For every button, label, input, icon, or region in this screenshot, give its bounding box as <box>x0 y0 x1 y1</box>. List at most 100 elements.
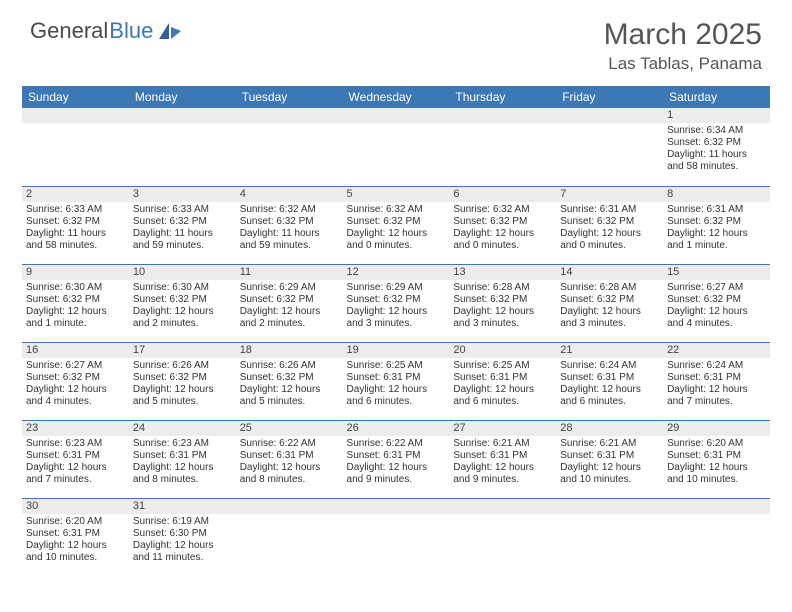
cell-body: Sunrise: 6:21 AMSunset: 6:31 PMDaylight:… <box>449 436 556 489</box>
daylight-line: Daylight: 12 hours and 9 minutes. <box>453 462 552 486</box>
sunset-line: Sunset: 6:32 PM <box>560 216 659 228</box>
cell-body: Sunrise: 6:30 AMSunset: 6:32 PMDaylight:… <box>22 280 129 333</box>
cell-body <box>449 514 556 574</box>
calendar-head: SundayMondayTuesdayWednesdayThursdayFrid… <box>22 86 770 108</box>
cell-body: Sunrise: 6:25 AMSunset: 6:31 PMDaylight:… <box>449 358 556 411</box>
calendar-cell <box>449 108 556 186</box>
calendar-cell <box>556 108 663 186</box>
calendar-cell: 19Sunrise: 6:25 AMSunset: 6:31 PMDayligh… <box>343 342 450 420</box>
sunset-line: Sunset: 6:32 PM <box>26 294 125 306</box>
calendar-cell <box>343 498 450 576</box>
sunrise-line: Sunrise: 6:19 AM <box>133 516 232 528</box>
sunset-line: Sunset: 6:32 PM <box>240 216 339 228</box>
cell-body: Sunrise: 6:29 AMSunset: 6:32 PMDaylight:… <box>343 280 450 333</box>
cell-body: Sunrise: 6:27 AMSunset: 6:32 PMDaylight:… <box>663 280 770 333</box>
sunrise-line: Sunrise: 6:30 AM <box>26 282 125 294</box>
sunrise-line: Sunrise: 6:22 AM <box>240 438 339 450</box>
weekday-header: Thursday <box>449 86 556 108</box>
cell-body: Sunrise: 6:30 AMSunset: 6:32 PMDaylight:… <box>129 280 236 333</box>
cell-body: Sunrise: 6:26 AMSunset: 6:32 PMDaylight:… <box>129 358 236 411</box>
sunset-line: Sunset: 6:32 PM <box>667 137 766 149</box>
calendar-cell: 14Sunrise: 6:28 AMSunset: 6:32 PMDayligh… <box>556 264 663 342</box>
day-number: 12 <box>343 265 450 280</box>
calendar-cell <box>236 498 343 576</box>
day-number: 19 <box>343 343 450 358</box>
calendar-cell: 21 Sunrise: 6:24 AMSunset: 6:31 PMDayligh… <box>556 342 663 420</box>
sunrise-line: Sunrise: 6:24 AM <box>560 360 659 372</box>
daylight-line: Daylight: 12 hours and 9 minutes. <box>347 462 446 486</box>
cell-body: Sunrise: 6:32 AMSunset: 6:32 PMDaylight:… <box>236 202 343 255</box>
day-number <box>556 499 663 514</box>
calendar-cell: 31Sunrise: 6:19 AMSunset: 6:30 PMDayligh… <box>129 498 236 576</box>
sunrise-line: Sunrise: 6:33 AM <box>133 204 232 216</box>
calendar-cell: 28Sunrise: 6:21 AMSunset: 6:31 PMDayligh… <box>556 420 663 498</box>
sunset-line: Sunset: 6:32 PM <box>133 294 232 306</box>
calendar-cell: 12Sunrise: 6:29 AMSunset: 6:32 PMDayligh… <box>343 264 450 342</box>
sunset-line: Sunset: 6:32 PM <box>133 216 232 228</box>
daylight-line: Daylight: 12 hours and 3 minutes. <box>453 306 552 330</box>
calendar-cell <box>449 498 556 576</box>
daylight-line: Daylight: 12 hours and 2 minutes. <box>133 306 232 330</box>
sunrise-line: Sunrise: 6:29 AM <box>240 282 339 294</box>
calendar-week-row: 23Sunrise: 6:23 AMSunset: 6:31 PMDayligh… <box>22 420 770 498</box>
sunrise-line: Sunrise: 6:34 AM <box>667 125 766 137</box>
calendar-cell: 17Sunrise: 6:26 AMSunset: 6:32 PMDayligh… <box>129 342 236 420</box>
day-number <box>236 499 343 514</box>
sunset-line: Sunset: 6:31 PM <box>133 450 232 462</box>
calendar-cell: 8Sunrise: 6:31 AMSunset: 6:32 PMDaylight… <box>663 186 770 264</box>
cell-body <box>236 514 343 574</box>
calendar-cell: 11Sunrise: 6:29 AMSunset: 6:32 PMDayligh… <box>236 264 343 342</box>
cell-body: Sunrise: 6:33 AMSunset: 6:32 PMDaylight:… <box>22 202 129 255</box>
day-number: 4 <box>236 187 343 202</box>
day-number: 8 <box>663 187 770 202</box>
weekday-header: Monday <box>129 86 236 108</box>
calendar-cell <box>236 108 343 186</box>
cell-body <box>129 123 236 183</box>
daylight-line: Daylight: 12 hours and 3 minutes. <box>560 306 659 330</box>
sunset-line: Sunset: 6:31 PM <box>560 372 659 384</box>
calendar-cell <box>556 498 663 576</box>
weekday-header: Friday <box>556 86 663 108</box>
calendar-cell: 3Sunrise: 6:33 AMSunset: 6:32 PMDaylight… <box>129 186 236 264</box>
day-number: 25 <box>236 421 343 436</box>
day-number: 10 <box>129 265 236 280</box>
sunrise-line: Sunrise: 6:32 AM <box>347 204 446 216</box>
daylight-line: Daylight: 12 hours and 2 minutes. <box>240 306 339 330</box>
day-number <box>22 108 129 123</box>
daylight-line: Daylight: 12 hours and 5 minutes. <box>240 384 339 408</box>
sunrise-line: Sunrise: 6:24 AM <box>667 360 766 372</box>
calendar-cell <box>343 108 450 186</box>
calendar-cell: 1Sunrise: 6:34 AMSunset: 6:32 PMDaylight… <box>663 108 770 186</box>
sunset-line: Sunset: 6:32 PM <box>133 372 232 384</box>
sunrise-line: Sunrise: 6:32 AM <box>453 204 552 216</box>
cell-body: Sunrise: 6:19 AMSunset: 6:30 PMDaylight:… <box>129 514 236 567</box>
daylight-line: Daylight: 12 hours and 6 minutes. <box>560 384 659 408</box>
day-number: 15 <box>663 265 770 280</box>
day-number: 30 <box>22 499 129 514</box>
calendar-cell: 24Sunrise: 6:23 AMSunset: 6:31 PMDayligh… <box>129 420 236 498</box>
day-number: 13 <box>449 265 556 280</box>
daylight-line: Daylight: 11 hours and 59 minutes. <box>240 228 339 252</box>
daylight-line: Daylight: 12 hours and 1 minute. <box>667 228 766 252</box>
daylight-line: Daylight: 12 hours and 5 minutes. <box>133 384 232 408</box>
calendar-cell: 26Sunrise: 6:22 AMSunset: 6:31 PMDayligh… <box>343 420 450 498</box>
day-number: 21 <box>556 343 663 358</box>
day-number: 3 <box>129 187 236 202</box>
cell-body: Sunrise: 6:23 AMSunset: 6:31 PMDaylight:… <box>22 436 129 489</box>
calendar-week-row: 9Sunrise: 6:30 AMSunset: 6:32 PMDaylight… <box>22 264 770 342</box>
cell-body: Sunrise: 6:22 AMSunset: 6:31 PMDaylight:… <box>236 436 343 489</box>
daylight-line: Daylight: 12 hours and 1 minute. <box>26 306 125 330</box>
location: Las Tablas, Panama <box>604 54 762 74</box>
calendar-cell: 29Sunrise: 6:20 AMSunset: 6:31 PMDayligh… <box>663 420 770 498</box>
cell-body: Sunrise: 6:25 AMSunset: 6:31 PMDaylight:… <box>343 358 450 411</box>
weekday-header: Wednesday <box>343 86 450 108</box>
calendar-cell: 20Sunrise: 6:25 AMSunset: 6:31 PMDayligh… <box>449 342 556 420</box>
daylight-line: Daylight: 12 hours and 6 minutes. <box>453 384 552 408</box>
day-number <box>449 499 556 514</box>
cell-body <box>663 514 770 574</box>
sunrise-line: Sunrise: 6:27 AM <box>667 282 766 294</box>
sunset-line: Sunset: 6:32 PM <box>347 294 446 306</box>
cell-body <box>343 514 450 574</box>
sunrise-line: Sunrise: 6:21 AM <box>453 438 552 450</box>
daylight-line: Daylight: 12 hours and 10 minutes. <box>667 462 766 486</box>
